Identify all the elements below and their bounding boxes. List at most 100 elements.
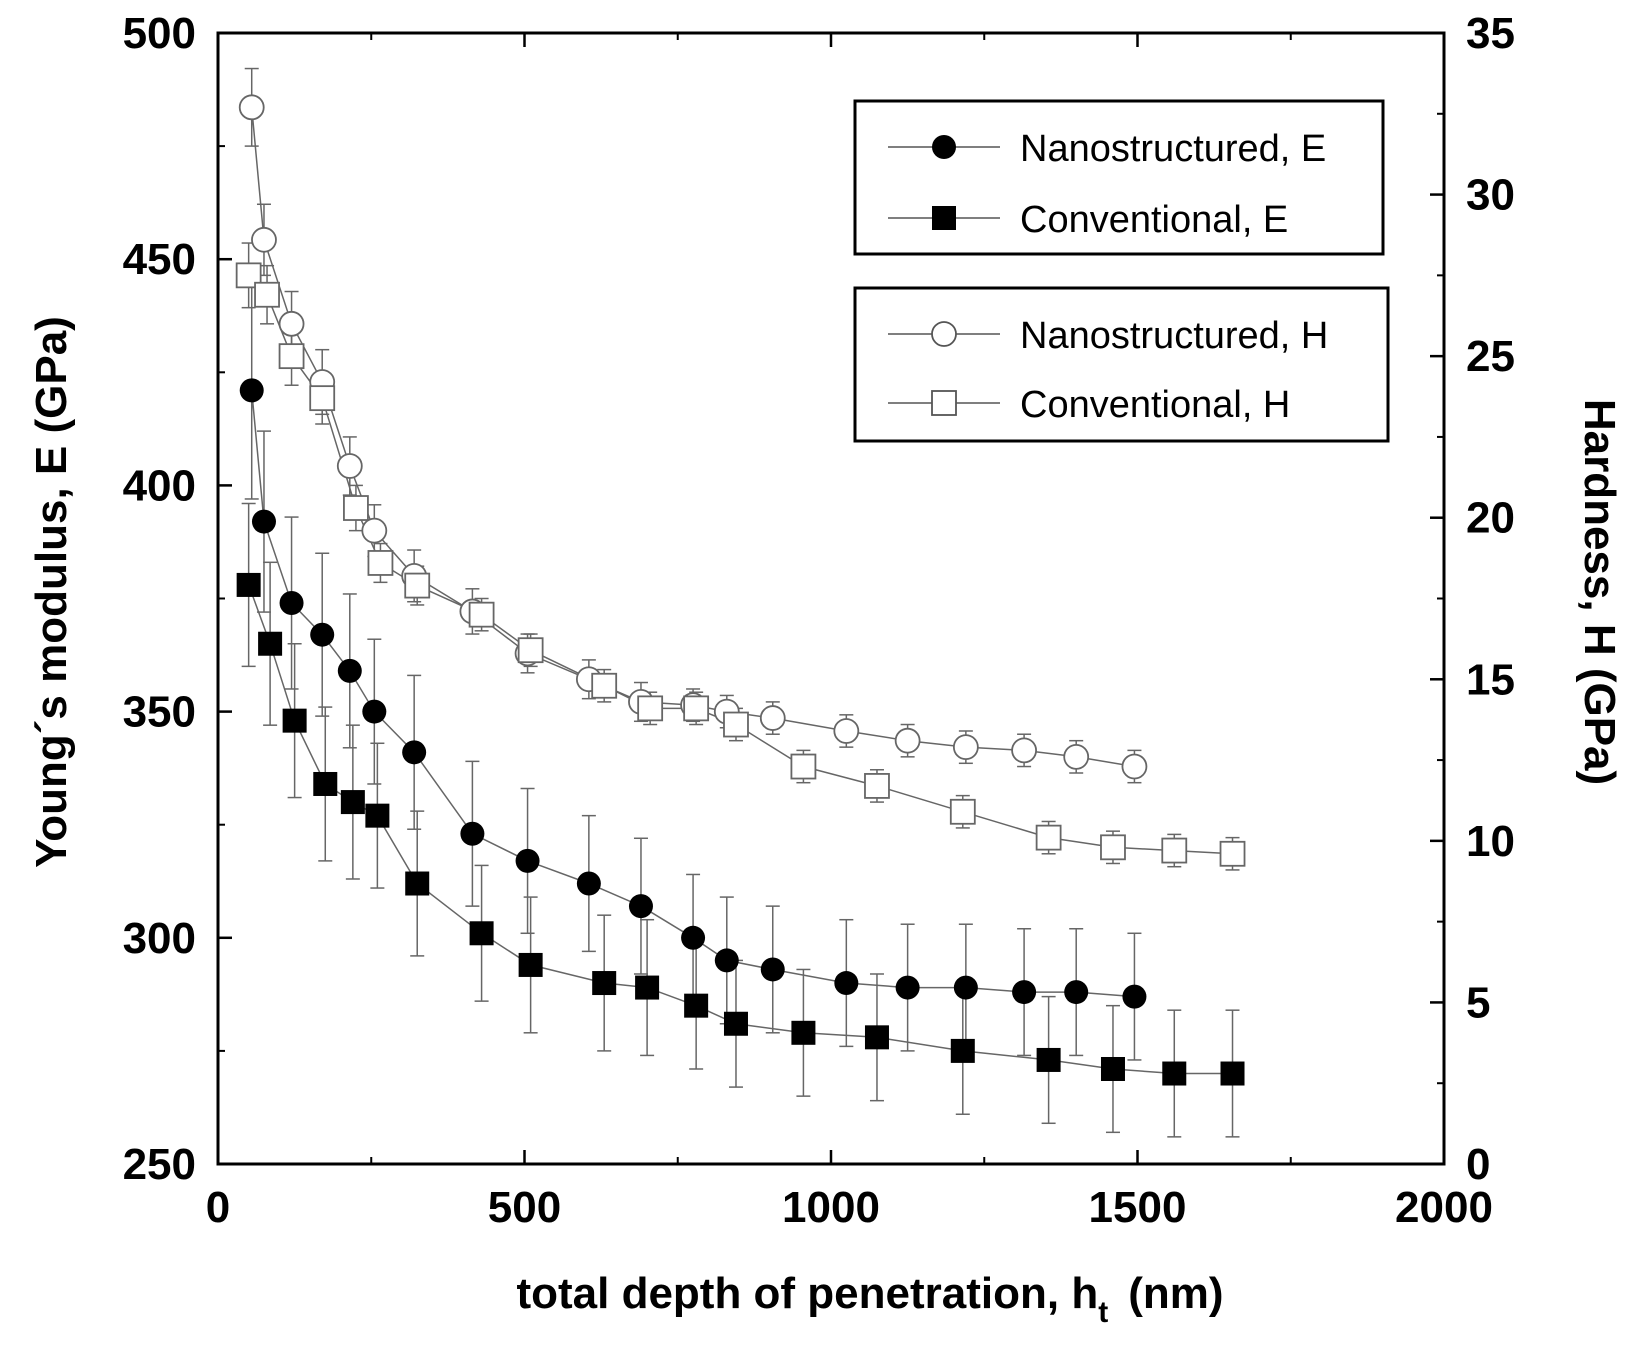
y-right-tick-label: 20 xyxy=(1466,494,1515,543)
point-conventional-e xyxy=(684,993,709,1018)
point-nanostructured-h xyxy=(833,718,860,744)
point-conventional-e xyxy=(1036,1047,1061,1072)
point-conventional-h xyxy=(1161,837,1188,864)
y-right-tick-label: 5 xyxy=(1466,978,1490,1027)
x-axis-title-main: total depth of penetration, h xyxy=(516,1269,1098,1318)
point-conventional-h xyxy=(367,550,394,576)
point-nanostructured-h xyxy=(238,94,265,121)
point-conventional-e xyxy=(723,1011,748,1036)
point-nanostructured-e xyxy=(1064,980,1089,1005)
legend-label-nano-e: Nanostructured, E xyxy=(1020,128,1326,170)
point-conventional-e xyxy=(592,971,617,996)
point-nanostructured-e xyxy=(576,871,601,896)
y-right-tick-label: 10 xyxy=(1466,817,1515,866)
y-right-tick-label: 30 xyxy=(1466,171,1515,220)
legend-label-conv-h: Conventional, H xyxy=(1020,384,1290,426)
point-conventional-h xyxy=(949,798,976,825)
point-nanostructured-h xyxy=(251,226,277,253)
legend-hardness: Nanostructured, H Conventional, H xyxy=(853,286,1390,443)
y-left-tick-label: 350 xyxy=(123,688,196,737)
point-conventional-h xyxy=(468,601,495,628)
point-nanostructured-e xyxy=(1122,984,1147,1009)
point-conventional-e xyxy=(282,708,307,733)
point-conventional-h xyxy=(1100,834,1126,861)
point-conventional-e xyxy=(405,871,430,896)
point-conventional-h xyxy=(683,695,710,722)
point-conventional-h xyxy=(591,672,618,699)
y-left-tick-label: 300 xyxy=(123,914,196,963)
point-conventional-e xyxy=(1162,1061,1187,1086)
point-nanostructured-e xyxy=(714,948,739,973)
legend-marker-conv-h xyxy=(931,390,957,416)
y-left-tick-label: 400 xyxy=(123,461,196,510)
point-conventional-h xyxy=(343,495,369,521)
legend-label-conv-e: Conventional, E xyxy=(1020,199,1288,241)
point-nanostructured-e xyxy=(337,658,362,683)
point-conventional-h xyxy=(723,711,749,738)
point-conventional-e xyxy=(365,803,390,828)
point-nanostructured-h xyxy=(1121,753,1148,780)
y-left-tick-label: 250 xyxy=(123,1140,196,1189)
point-nanostructured-e xyxy=(460,821,485,846)
point-conventional-h xyxy=(517,637,544,664)
x-axis-title-subscript: t xyxy=(1098,1296,1108,1329)
legend-marker-nano-e xyxy=(932,135,956,159)
axis-ticks: 0 500 1000 1500 2000 250 300 350 400 450 500 0 5 10 15… xyxy=(123,9,1515,1232)
point-conventional-h xyxy=(404,572,431,599)
point-conventional-e xyxy=(469,921,494,946)
point-nanostructured-e xyxy=(279,591,304,616)
point-conventional-e xyxy=(236,572,261,597)
series-markers xyxy=(235,94,1246,1086)
point-conventional-e xyxy=(950,1038,975,1063)
legend-label-nano-h: Nanostructured, H xyxy=(1020,315,1328,357)
point-nanostructured-h xyxy=(759,705,786,731)
x-tick-label: 1000 xyxy=(782,1183,880,1232)
point-conventional-h xyxy=(864,773,890,799)
point-nanostructured-e xyxy=(895,975,920,1000)
point-nanostructured-e xyxy=(681,925,706,950)
y-right-tick-label: 15 xyxy=(1466,655,1515,704)
point-conventional-e xyxy=(864,1025,889,1050)
point-conventional-e xyxy=(518,952,543,977)
y-axis-right-title: Hardness, H (GPa) xyxy=(1575,399,1624,785)
point-conventional-h xyxy=(309,385,336,412)
legend-marker-conv-e xyxy=(932,206,956,230)
point-conventional-h xyxy=(254,281,280,308)
point-nanostructured-e xyxy=(310,622,335,647)
point-nanostructured-h xyxy=(952,734,979,761)
point-conventional-e xyxy=(791,1020,816,1045)
legend-modulus: Nanostructured, E Conventional, E xyxy=(853,99,1385,256)
point-conventional-h xyxy=(278,343,305,370)
y-right-tick-label: 0 xyxy=(1466,1140,1490,1189)
legend-marker-nano-h xyxy=(931,321,957,347)
y-left-tick-label: 450 xyxy=(123,235,196,284)
point-conventional-e xyxy=(1220,1061,1245,1086)
x-tick-label: 500 xyxy=(488,1183,561,1232)
point-conventional-h xyxy=(1219,840,1246,867)
point-nanostructured-h xyxy=(1011,737,1037,764)
point-conventional-e xyxy=(340,790,365,815)
point-conventional-e xyxy=(258,631,283,656)
point-nanostructured-e xyxy=(953,975,978,1000)
point-nanostructured-e xyxy=(362,699,387,724)
x-axis-title-suffix: (nm) xyxy=(1128,1269,1223,1318)
legend-modulus-box xyxy=(853,99,1385,256)
series-line-conventional-h xyxy=(248,274,1233,855)
point-conventional-e xyxy=(1100,1056,1125,1081)
x-tick-label: 1500 xyxy=(1089,1183,1187,1232)
x-tick-label: 2000 xyxy=(1395,1183,1493,1232)
point-nanostructured-e xyxy=(760,957,785,982)
x-tick-label: 0 xyxy=(206,1183,230,1232)
point-nanostructured-e xyxy=(402,740,427,765)
point-conventional-e xyxy=(313,771,338,796)
point-nanostructured-h xyxy=(278,310,305,337)
y-left-tick-label: 500 xyxy=(123,9,196,58)
point-nanostructured-e xyxy=(515,848,540,873)
y-axis-left-title: Young´s modulus, E (GPa) xyxy=(27,316,76,868)
point-nanostructured-e xyxy=(628,894,653,919)
y-right-tick-label: 25 xyxy=(1466,332,1515,381)
point-conventional-h xyxy=(790,753,817,780)
point-nanostructured-h xyxy=(336,453,363,479)
point-conventional-h xyxy=(1035,824,1062,851)
